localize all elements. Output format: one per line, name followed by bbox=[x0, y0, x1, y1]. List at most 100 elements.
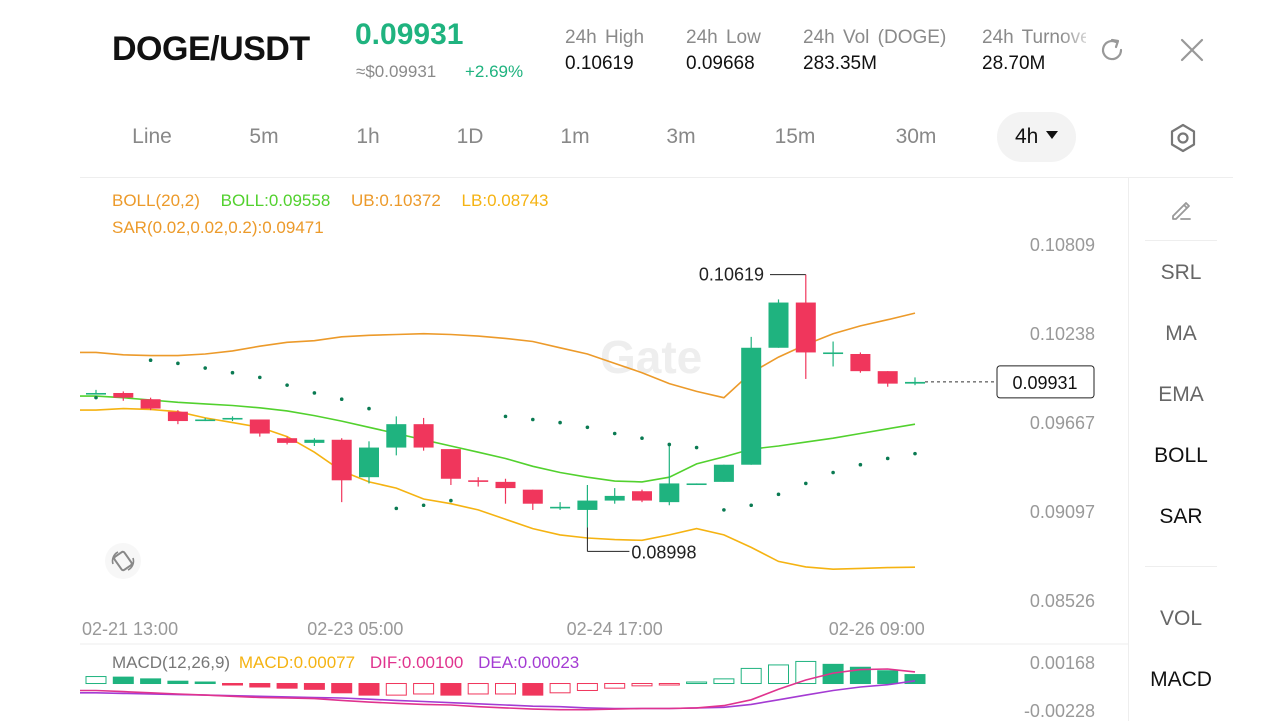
sar-dot bbox=[831, 470, 835, 475]
candle-body bbox=[86, 392, 106, 395]
watermark: Gate bbox=[600, 331, 702, 383]
candle-body bbox=[550, 506, 571, 509]
macd-value: MACD:0.00077 bbox=[238, 653, 356, 672]
sar-dot bbox=[203, 366, 207, 370]
indicator-sar[interactable]: SAR bbox=[1159, 505, 1203, 528]
settings-hexagon-icon[interactable] bbox=[1166, 121, 1200, 155]
sar-dot bbox=[749, 503, 753, 508]
indicator-ma[interactable]: MA bbox=[1165, 322, 1197, 345]
x-tick-label: 02-23 05:00 bbox=[307, 619, 403, 639]
macd-bar bbox=[303, 683, 325, 690]
sar-dot bbox=[776, 492, 781, 497]
macd-bar bbox=[522, 683, 544, 696]
macd-bar bbox=[167, 680, 189, 685]
close-icon[interactable] bbox=[1177, 35, 1207, 65]
candle-body bbox=[413, 424, 434, 448]
tab-line[interactable]: Line bbox=[132, 125, 172, 148]
chart-area[interactable]: BOLL(20,2) BOLL:0.09558 UB:0.10372 LB:0.… bbox=[80, 177, 1128, 721]
candle-body bbox=[905, 381, 925, 384]
stat-label: 24h Vol (DOGE) bbox=[803, 27, 947, 48]
candle-body bbox=[522, 489, 543, 504]
sar-dot bbox=[558, 420, 562, 425]
macd-bar bbox=[549, 683, 571, 694]
sar-dot bbox=[94, 395, 98, 400]
candlestick-chart[interactable]: Gate 0.10809 0.10238 0.09667 0.09097 0.08526… bbox=[80, 178, 1128, 721]
candle-body bbox=[713, 464, 734, 482]
rotate-screen-icon[interactable] bbox=[104, 542, 142, 580]
macd-y-tick-label: -0.00228 bbox=[1024, 701, 1095, 721]
candle-body bbox=[795, 302, 816, 353]
header: DOGE/USDT 0.09931 ≈$0.09931 +2.69% 24h H… bbox=[80, 0, 1280, 100]
tab-3m[interactable]: 3m bbox=[666, 125, 696, 148]
last-price-box bbox=[996, 365, 1095, 399]
boll-legend: BOLL(20,2) BOLL:0.09558 UB:0.10372 LB:0.… bbox=[112, 191, 565, 211]
tab-1d[interactable]: 1D bbox=[456, 125, 484, 148]
tab-4h[interactable]: 4h bbox=[997, 112, 1077, 162]
stat-value: 0.09668 bbox=[686, 53, 755, 74]
macd-bar bbox=[768, 664, 789, 685]
stat-label: 24h Low bbox=[686, 27, 761, 48]
tab-1h[interactable]: 1h bbox=[356, 125, 380, 148]
sar-dot bbox=[367, 406, 371, 411]
candle-body bbox=[359, 447, 379, 478]
stat-value: 283.35M bbox=[803, 53, 877, 74]
y-tick-label: 0.10809 bbox=[1030, 235, 1095, 255]
tab-5m[interactable]: 5m bbox=[249, 125, 279, 148]
macd-bar bbox=[604, 683, 626, 689]
macd-bar bbox=[140, 678, 162, 685]
indicator-vol[interactable]: VOL bbox=[1159, 607, 1203, 630]
sar-dot bbox=[585, 425, 590, 430]
sar-dot bbox=[913, 451, 917, 456]
last-price-label: 0.09931 bbox=[1012, 373, 1077, 393]
indicator-sidebar: SRL MA EMA BOLL SAR VOL MACD bbox=[1128, 177, 1233, 721]
dea-value: DEA:0.00023 bbox=[478, 653, 580, 672]
sar-dot bbox=[694, 445, 699, 450]
sar-dot bbox=[503, 414, 508, 419]
macd-bar bbox=[85, 676, 107, 685]
tab-30m[interactable]: 30m bbox=[895, 125, 937, 148]
sar-dot bbox=[339, 397, 344, 402]
macd-bar bbox=[849, 666, 871, 685]
sar-dot bbox=[258, 375, 262, 380]
last-price: 0.09931 bbox=[355, 18, 464, 51]
macd-bar bbox=[822, 663, 844, 685]
candle-body bbox=[686, 483, 707, 486]
candle-body bbox=[140, 399, 161, 409]
x-tick-label: 02-21 13:00 bbox=[82, 619, 178, 639]
divider bbox=[1145, 240, 1217, 241]
candle-body bbox=[604, 495, 625, 501]
candle-body bbox=[249, 419, 270, 434]
x-tick-label: 02-24 17:00 bbox=[567, 619, 663, 639]
tab-15m[interactable]: 15m bbox=[774, 125, 816, 148]
boll-ub-value: UB:0.10372 bbox=[351, 191, 441, 210]
boll-upper-line bbox=[80, 312, 916, 399]
macd-bar bbox=[740, 667, 762, 685]
sar-dot bbox=[421, 503, 426, 508]
candle-body bbox=[632, 491, 652, 501]
sar-dot bbox=[612, 431, 617, 436]
macd-bar bbox=[467, 683, 489, 695]
indicator-macd[interactable]: MACD bbox=[1150, 668, 1212, 691]
indicator-boll[interactable]: BOLL bbox=[1154, 444, 1208, 467]
macd-bar bbox=[222, 683, 243, 686]
macd-bar bbox=[249, 683, 271, 688]
candle-body bbox=[823, 352, 844, 355]
indicator-srl[interactable]: SRL bbox=[1160, 261, 1202, 284]
candle-body bbox=[222, 417, 243, 420]
candle-body bbox=[850, 353, 871, 372]
macd-bar bbox=[631, 683, 653, 687]
caret-down-icon bbox=[1046, 131, 1059, 140]
candle-body bbox=[440, 449, 461, 479]
pair-title: DOGE/USDT bbox=[112, 30, 310, 68]
candle-body bbox=[277, 438, 298, 443]
indicator-ema[interactable]: EMA bbox=[1158, 383, 1204, 406]
refresh-icon[interactable] bbox=[1097, 35, 1127, 65]
macd-bar bbox=[440, 683, 462, 696]
sar-legend: SAR(0.02,0.02,0.2):0.09471 bbox=[112, 218, 324, 237]
price-change: +2.69% bbox=[465, 62, 524, 81]
pencil-icon[interactable] bbox=[1167, 196, 1195, 224]
y-tick-label: 0.09667 bbox=[1030, 413, 1095, 433]
tab-1m[interactable]: 1m bbox=[560, 125, 590, 148]
sar-dot bbox=[230, 370, 235, 375]
stat-24h-high: 24h High 0.10619 bbox=[565, 27, 644, 75]
